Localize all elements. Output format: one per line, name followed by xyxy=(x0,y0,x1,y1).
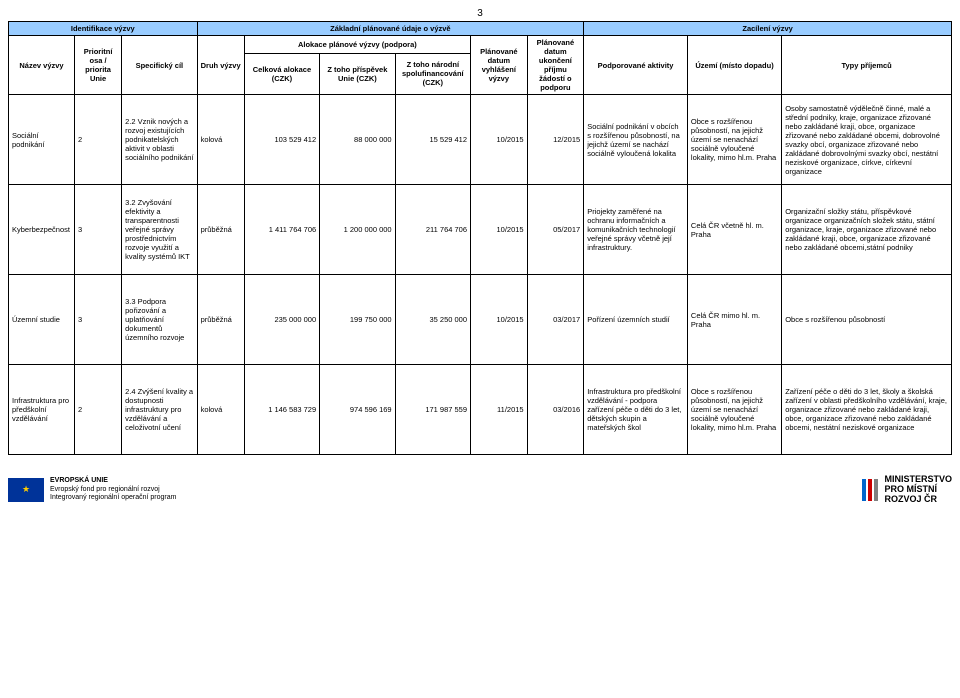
col-ukonceni: Plánované datum ukončení příjmu žádostí … xyxy=(527,36,584,95)
cell-end: 03/2016 xyxy=(527,365,584,455)
mmr-icon xyxy=(862,479,878,501)
mmr-bar-1 xyxy=(862,479,866,501)
cell-activities: Sociální podnikání v obcích s rozšířenou… xyxy=(584,95,688,185)
cell-axis: 2 xyxy=(75,95,122,185)
section-zacileni: Zacílení výzvy xyxy=(584,22,952,36)
cell-territory: Celá ČR včetně hl. m. Praha xyxy=(687,185,781,275)
cell-eu: 199 750 000 xyxy=(320,275,395,365)
table-row: Infrastruktura pro předškolní vzdělávání… xyxy=(9,365,952,455)
cell-name: Územní studie xyxy=(9,275,75,365)
eu-flag-icon: ★ xyxy=(8,478,44,502)
eu-logo: ★ EVROPSKÁ UNIE Evropský fond pro region… xyxy=(8,477,176,502)
col-eu: Z toho příspěvek Unie (CZK) xyxy=(320,53,395,94)
col-druh: Druh výzvy xyxy=(197,36,244,95)
cell-eu: 1 200 000 000 xyxy=(320,185,395,275)
cell-nat: 35 250 000 xyxy=(395,275,470,365)
cell-recipients: Osoby samostatně výdělečně činné, malé a… xyxy=(782,95,952,185)
cell-territory: Obce s rozšířenou působností, na jejichž… xyxy=(687,95,781,185)
col-alokace-group: Alokace plánové výzvy (podpora) xyxy=(244,36,470,54)
cell-goal: 3.3 Podpora pořizování a uplatňování dok… xyxy=(122,275,197,365)
footer: ★ EVROPSKÁ UNIE Evropský fond pro region… xyxy=(8,475,952,505)
col-celkova: Celková alokace (CZK) xyxy=(244,53,319,94)
col-vyhlaseni: Plánované datum vyhlášení výzvy xyxy=(471,36,528,95)
eu-text: EVROPSKÁ UNIE Evropský fond pro regionál… xyxy=(50,477,176,502)
mmr-line3: ROZVOJ ČR xyxy=(884,495,952,505)
cell-activities: Infrastruktura pro předškolní vzdělávání… xyxy=(584,365,688,455)
cell-nat: 15 529 412 xyxy=(395,95,470,185)
cell-nat: 171 987 559 xyxy=(395,365,470,455)
cell-goal: 3.2 Zvyšování efektivity a transparentno… xyxy=(122,185,197,275)
cell-goal: 2.4 Zvýšení kvality a dostupnosti infras… xyxy=(122,365,197,455)
cell-territory: Celá ČR mimo hl. m. Praha xyxy=(687,275,781,365)
cell-total: 103 529 412 xyxy=(244,95,319,185)
cell-name: Sociální podnikání xyxy=(9,95,75,185)
cell-total: 235 000 000 xyxy=(244,275,319,365)
table-row: Kyberbezpečnost33.2 Zvyšování efektivity… xyxy=(9,185,952,275)
cell-end: 05/2017 xyxy=(527,185,584,275)
section-zakladni: Základní plánované údaje o výzvě xyxy=(197,22,584,36)
cell-start: 11/2015 xyxy=(471,365,528,455)
mmr-bar-2 xyxy=(868,479,872,501)
mmr-logo: MINISTERSTVO PRO MÍSTNÍ ROZVOJ ČR xyxy=(862,475,952,505)
table-row: Územní studie33.3 Podpora pořizování a u… xyxy=(9,275,952,365)
cell-name: Kyberbezpečnost xyxy=(9,185,75,275)
cell-total: 1 411 764 706 xyxy=(244,185,319,275)
cell-type: kolová xyxy=(197,95,244,185)
cell-axis: 2 xyxy=(75,365,122,455)
main-table: Identifikace výzvy Základní plánované úd… xyxy=(8,21,952,455)
cell-goal: 2.2 Vznik nových a rozvoj existujících p… xyxy=(122,95,197,185)
cell-recipients: Obce s rozšířenou působností xyxy=(782,275,952,365)
cell-eu: 88 000 000 xyxy=(320,95,395,185)
col-uzemi: Území (místo dopadu) xyxy=(687,36,781,95)
cell-type: průběžná xyxy=(197,185,244,275)
page-number: 3 xyxy=(8,8,952,19)
cell-total: 1 146 583 729 xyxy=(244,365,319,455)
cell-type: kolová xyxy=(197,365,244,455)
cell-start: 10/2015 xyxy=(471,95,528,185)
cell-start: 10/2015 xyxy=(471,275,528,365)
col-nazev: Název výzvy xyxy=(9,36,75,95)
cell-start: 10/2015 xyxy=(471,185,528,275)
eu-line2: Evropský fond pro regionální rozvoj xyxy=(50,486,176,494)
eu-line3: Integrovaný regionální operační program xyxy=(50,494,176,502)
cell-axis: 3 xyxy=(75,275,122,365)
cell-end: 03/2017 xyxy=(527,275,584,365)
col-aktivity: Podporované aktivity xyxy=(584,36,688,95)
eu-line1: EVROPSKÁ UNIE xyxy=(50,477,176,485)
cell-name: Infrastruktura pro předškolní vzdělávání xyxy=(9,365,75,455)
cell-eu: 974 596 169 xyxy=(320,365,395,455)
cell-activities: Priojekty zaměřené na ochranu informační… xyxy=(584,185,688,275)
section-identifikace: Identifikace výzvy xyxy=(9,22,198,36)
col-osa: Prioritní osa / priorita Unie xyxy=(75,36,122,95)
col-prijemci: Typy příjemců xyxy=(782,36,952,95)
cell-type: průběžná xyxy=(197,275,244,365)
mmr-text: MINISTERSTVO PRO MÍSTNÍ ROZVOJ ČR xyxy=(884,475,952,505)
cell-end: 12/2015 xyxy=(527,95,584,185)
cell-recipients: Organizační složky státu, příspěvkové or… xyxy=(782,185,952,275)
cell-nat: 211 764 706 xyxy=(395,185,470,275)
mmr-bar-3 xyxy=(874,479,878,501)
col-narodni: Z toho národní spolufinancování (CZK) xyxy=(395,53,470,94)
cell-territory: Obce s rozšířenou působností, na jejichž… xyxy=(687,365,781,455)
cell-activities: Pořízení územních studií xyxy=(584,275,688,365)
cell-recipients: Zařízení péče o děti do 3 let, školy a š… xyxy=(782,365,952,455)
col-cil: Specifický cíl xyxy=(122,36,197,95)
cell-axis: 3 xyxy=(75,185,122,275)
table-row: Sociální podnikání22.2 Vznik nových a ro… xyxy=(9,95,952,185)
